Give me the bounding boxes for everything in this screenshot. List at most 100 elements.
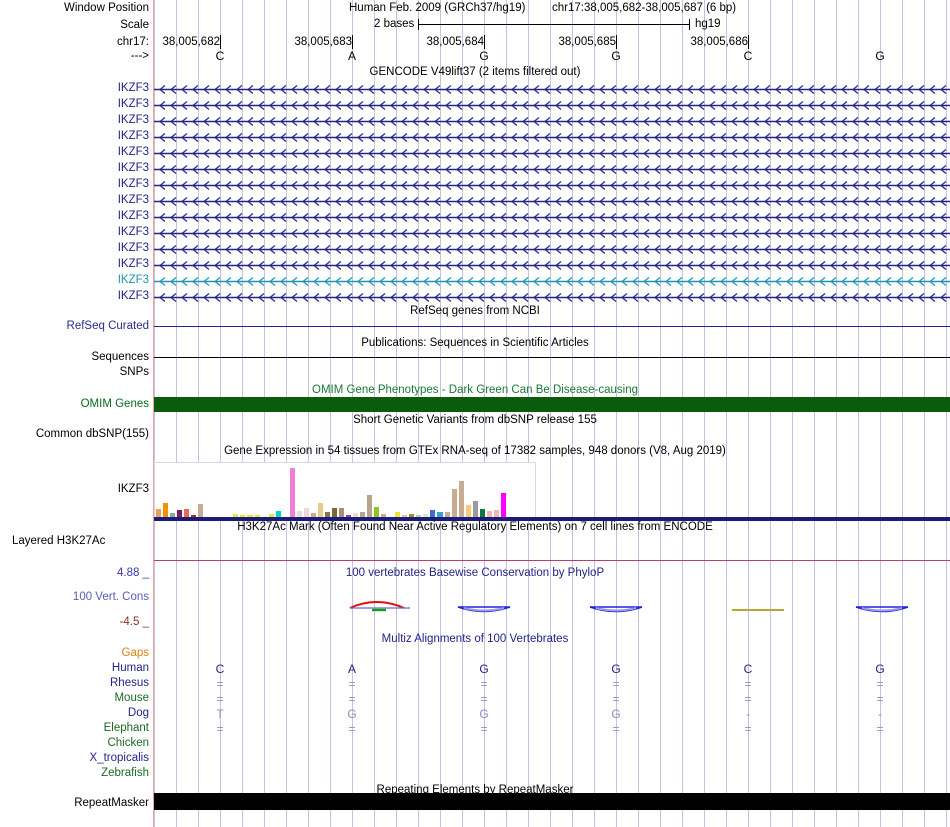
- gene-label-ikzf3[interactable]: IKZF3: [117, 146, 149, 158]
- gtex-bar[interactable]: [486, 511, 492, 517]
- gene-label-ikzf3[interactable]: IKZF3: [117, 274, 149, 286]
- refseq-feature-line[interactable]: [154, 326, 950, 327]
- repeatmasker-label[interactable]: RepeatMasker: [74, 797, 149, 809]
- gtex-bar[interactable]: [395, 512, 401, 517]
- gene-intron-arrows[interactable]: [154, 225, 950, 241]
- gtex-bar[interactable]: [233, 514, 239, 517]
- gencode-row[interactable]: IKZF3: [0, 129, 950, 145]
- multiz-row-dog[interactable]: Dog T G G G - -: [0, 707, 950, 722]
- gene-intron-arrows[interactable]: [154, 145, 950, 161]
- multiz-row-x_tropicalis[interactable]: X_tropicalis: [0, 752, 950, 767]
- gene-intron-arrows[interactable]: [154, 209, 950, 225]
- gtex-bar[interactable]: [479, 509, 485, 517]
- gencode-row[interactable]: IKZF3: [0, 209, 950, 225]
- gtex-bar[interactable]: [458, 480, 464, 517]
- multiz-gaps-label[interactable]: Gaps: [121, 647, 150, 659]
- gene-intron-arrows[interactable]: [154, 289, 950, 305]
- multiz-row-rhesus[interactable]: Rhesus = = = = = =: [0, 677, 950, 692]
- multiz-species-label[interactable]: Rhesus: [110, 677, 149, 689]
- gtex-bar[interactable]: [338, 508, 344, 517]
- gene-label-ikzf3[interactable]: IKZF3: [117, 178, 149, 190]
- gene-intron-arrows[interactable]: [154, 129, 950, 145]
- gene-intron-arrows[interactable]: [154, 241, 950, 257]
- gtex-bar[interactable]: [163, 503, 169, 517]
- gencode-row[interactable]: IKZF3: [0, 97, 950, 113]
- gtex-bar[interactable]: [345, 515, 352, 517]
- gtex-bar[interactable]: [170, 513, 176, 517]
- gtex-bar[interactable]: [331, 508, 337, 517]
- gene-label-ikzf3[interactable]: IKZF3: [117, 98, 149, 110]
- multiz-species-label[interactable]: Human: [111, 662, 149, 674]
- gene-intron-arrows[interactable]: [154, 97, 950, 113]
- gtex-bar[interactable]: [493, 510, 499, 517]
- multiz-row-elephant[interactable]: Elephant = = = = = =: [0, 722, 950, 737]
- gene-label-ikzf3[interactable]: IKZF3: [117, 114, 149, 126]
- refseq-curated-label[interactable]: RefSeq Curated: [66, 320, 149, 332]
- repeatmasker-block[interactable]: [154, 793, 950, 810]
- gencode-row[interactable]: IKZF3: [0, 289, 950, 305]
- gencode-row[interactable]: IKZF3: [0, 113, 950, 129]
- gtex-expression-chart[interactable]: [154, 462, 536, 517]
- gtex-bar[interactable]: [360, 512, 366, 517]
- gtex-bar[interactable]: [416, 515, 422, 517]
- gtex-bar[interactable]: [177, 510, 183, 517]
- gene-label-ikzf3[interactable]: IKZF3: [117, 194, 149, 206]
- gtex-bar[interactable]: [465, 505, 471, 517]
- gtex-bar[interactable]: [367, 495, 373, 517]
- multiz-species-label[interactable]: Dog: [127, 707, 149, 719]
- multiz-species-label[interactable]: Mouse: [114, 692, 149, 704]
- gtex-bar[interactable]: [430, 510, 436, 517]
- gene-label-ikzf3[interactable]: IKZF3: [117, 242, 149, 254]
- omim-genes-label[interactable]: OMIM Genes: [80, 398, 149, 410]
- gtex-bar[interactable]: [444, 512, 450, 517]
- conservation-wiggle[interactable]: [154, 566, 950, 628]
- gtex-bar[interactable]: [324, 512, 330, 517]
- common-dbsnp-label[interactable]: Common dbSNP(155): [35, 428, 149, 440]
- gene-label-ikzf3[interactable]: IKZF3: [117, 258, 149, 270]
- gtex-gene-label[interactable]: IKZF3: [117, 483, 149, 495]
- gene-label-ikzf3[interactable]: IKZF3: [117, 162, 149, 174]
- multiz-row-chicken[interactable]: Chicken: [0, 737, 950, 752]
- omim-gene-block[interactable]: [154, 397, 950, 412]
- gene-intron-arrows[interactable]: [154, 273, 950, 289]
- multiz-species-label[interactable]: Elephant: [103, 722, 149, 734]
- publications-feature-line[interactable]: [154, 357, 950, 358]
- gencode-row[interactable]: IKZF3: [0, 241, 950, 257]
- publications-snps-label[interactable]: SNPs: [119, 366, 149, 378]
- gtex-bar[interactable]: [381, 514, 387, 517]
- gene-label-ikzf3[interactable]: IKZF3: [117, 210, 149, 222]
- gtex-bar[interactable]: [409, 514, 415, 517]
- gtex-bar[interactable]: [289, 467, 295, 517]
- multiz-species-label[interactable]: X_tropicalis: [89, 752, 149, 764]
- gencode-row[interactable]: IKZF3: [0, 193, 950, 209]
- gtex-bar[interactable]: [303, 508, 309, 517]
- gene-label-ikzf3[interactable]: IKZF3: [117, 130, 149, 142]
- gtex-bar[interactable]: [184, 509, 190, 517]
- gene-intron-arrows[interactable]: [154, 177, 950, 193]
- gtex-bar[interactable]: [451, 488, 457, 517]
- gtex-bar[interactable]: [317, 503, 323, 517]
- gencode-row[interactable]: IKZF3: [0, 161, 950, 177]
- gtex-bar[interactable]: [268, 514, 274, 517]
- gene-intron-arrows[interactable]: [154, 193, 950, 209]
- layered-h3k27ac-label[interactable]: Layered H3K27Ac: [12, 535, 106, 547]
- gtex-bar[interactable]: [402, 515, 408, 517]
- gencode-row[interactable]: IKZF3: [0, 273, 950, 289]
- gtex-bar[interactable]: [191, 515, 197, 517]
- gene-intron-arrows[interactable]: [154, 257, 950, 273]
- gtex-bar[interactable]: [155, 509, 162, 517]
- gtex-bar[interactable]: [275, 511, 281, 517]
- gtex-bar[interactable]: [240, 515, 246, 517]
- gtex-bar[interactable]: [423, 514, 429, 517]
- gtex-bar[interactable]: [437, 512, 443, 517]
- gene-label-ikzf3[interactable]: IKZF3: [117, 290, 149, 302]
- gtex-bar[interactable]: [254, 515, 260, 517]
- gtex-bar[interactable]: [472, 501, 478, 517]
- gencode-row[interactable]: IKZF3: [0, 177, 950, 193]
- conservation-track-label[interactable]: 100 Vert. Cons: [72, 591, 149, 603]
- gtex-bar[interactable]: [310, 513, 316, 517]
- gtex-bar[interactable]: [353, 513, 359, 517]
- gene-label-ikzf3[interactable]: IKZF3: [117, 226, 149, 238]
- gene-intron-arrows[interactable]: [154, 113, 950, 129]
- publications-sequences-label[interactable]: Sequences: [91, 351, 149, 363]
